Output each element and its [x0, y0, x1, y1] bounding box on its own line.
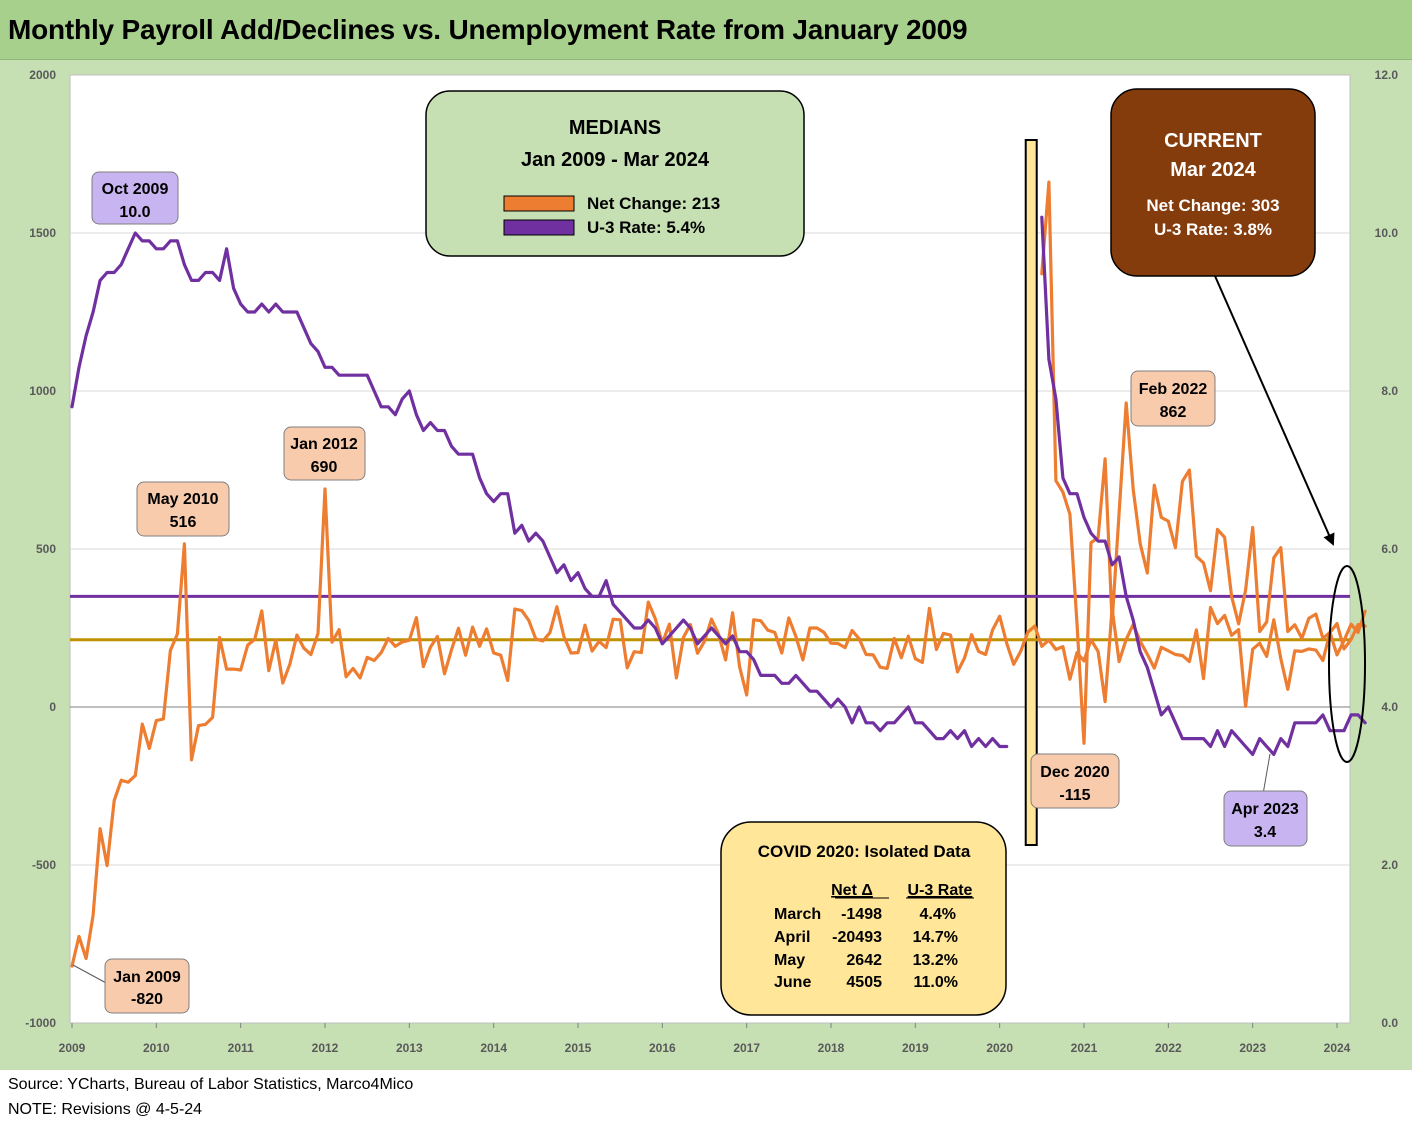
covid-row-rate: 14.7%	[913, 929, 958, 946]
current-u3-rate: U-3 Rate: 3.8%	[1154, 220, 1272, 239]
callout-jan-2009: Jan 2009 -820	[104, 958, 190, 1014]
covid-header-net: Net Δ	[831, 882, 873, 899]
x-tick-label: 2022	[1155, 1041, 1182, 1055]
left-tick-label: 500	[36, 542, 56, 556]
medians-heading: MEDIANS	[569, 117, 661, 139]
footer-source: Source: YCharts, Bureau of Labor Statist…	[8, 1076, 414, 1093]
left-tick-label: 0	[49, 700, 56, 714]
svg-text:-820: -820	[131, 991, 163, 1008]
callout-jan-2012: Jan 2012 690	[283, 426, 366, 481]
current-arrow	[1214, 275, 1335, 546]
covid-header-rate: U-3 Rate	[908, 882, 973, 899]
x-tick-label: 2017	[733, 1041, 760, 1055]
left-axis-ticks: 2000 1500 1000 500 0 -500 -1000	[25, 68, 56, 1030]
u3-rate-series-line-1	[1040, 215, 1367, 757]
medians-u3-swatch	[503, 219, 575, 236]
covid-row-net: -20493	[832, 929, 882, 946]
chart-title: Monthly Payroll Add/Declines vs. Unemplo…	[8, 14, 968, 45]
callout-apr-2023: Apr 2023 3.4	[1223, 790, 1308, 847]
jan-2009-leader	[72, 964, 109, 985]
x-tick-label: 2018	[818, 1041, 845, 1055]
medians-box: MEDIANS Jan 2009 - Mar 2024 Net Change: …	[425, 90, 805, 257]
svg-text:3.4: 3.4	[1254, 824, 1276, 841]
x-tick-label: 2010	[143, 1041, 170, 1055]
current-heading: CURRENT	[1164, 130, 1262, 152]
svg-text:862: 862	[1160, 404, 1187, 421]
left-tick-label: 1000	[29, 384, 56, 398]
x-axis-ticks: 2009 2010 2011 2012 2013 2014 2015 2016 2017 2018…	[59, 1023, 1351, 1055]
svg-text:Oct 2009: Oct 2009	[102, 181, 169, 198]
footer: Source: YCharts, Bureau of Labor Statist…	[0, 1070, 1412, 1126]
svg-text:-115: -115	[1059, 787, 1090, 804]
current-ellipse	[1328, 565, 1366, 763]
right-tick-label: 12.0	[1375, 68, 1399, 82]
callout-dec-2020: Dec 2020 -115	[1030, 753, 1120, 809]
svg-text:Dec 2020: Dec 2020	[1040, 764, 1109, 781]
x-tick-label: 2009	[59, 1041, 86, 1055]
svg-text:Apr 2023: Apr 2023	[1231, 801, 1299, 818]
x-tick-label: 2016	[649, 1041, 676, 1055]
x-tick-label: 2024	[1324, 1041, 1351, 1055]
svg-text:10.0: 10.0	[119, 204, 150, 221]
x-tick-label: 2019	[902, 1041, 929, 1055]
left-tick-label: -1000	[25, 1016, 56, 1030]
footer-note: NOTE: Revisions @ 4-5-24	[8, 1101, 203, 1118]
right-axis-ticks: 12.0 10.0 8.0 6.0 4.0 2.0 0.0	[1375, 68, 1399, 1030]
right-tick-label: 2.0	[1381, 858, 1398, 872]
current-net-change: Net Change: 303	[1146, 196, 1279, 215]
right-tick-label: 4.0	[1381, 700, 1398, 714]
callout-may-2010: May 2010 516	[136, 481, 230, 537]
current-box: CURRENT Mar 2024 Net Change: 303 U-3 Rat…	[1110, 88, 1316, 277]
x-tick-label: 2012	[312, 1041, 339, 1055]
current-period: Mar 2024	[1170, 159, 1256, 181]
series-lines	[70, 180, 1367, 968]
medians-net-swatch	[503, 195, 575, 212]
left-tick-label: 2000	[29, 68, 56, 82]
x-tick-label: 2023	[1239, 1041, 1266, 1055]
covid-row-month: May	[774, 952, 805, 969]
covid-row-rate: 13.2%	[913, 952, 958, 969]
covid-row-net: -1498	[841, 906, 882, 923]
covid-title: COVID 2020: Isolated Data	[758, 842, 971, 861]
chart-svg: 2000 1500 1000 500 0 -500 -1000 12.0 10.0 8.0 6.0…	[25, 68, 1399, 1055]
svg-text:Feb 2022: Feb 2022	[1139, 381, 1208, 398]
chart-area: 2000 1500 1000 500 0 -500 -1000 12.0 10.0 8.0 6.0…	[0, 60, 1412, 1070]
svg-text:690: 690	[311, 459, 338, 476]
x-tick-label: 2021	[1071, 1041, 1098, 1055]
covid-row-month: March	[774, 906, 821, 923]
svg-text:516: 516	[170, 514, 197, 531]
callout-oct-2009: Oct 2009 10.0	[91, 171, 179, 225]
medians-period: Jan 2009 - Mar 2024	[521, 149, 710, 171]
medians-u3-label: U-3 Rate: 5.4%	[587, 218, 705, 237]
svg-text:May 2010: May 2010	[147, 491, 218, 508]
covid-row-rate: 4.4%	[920, 906, 956, 923]
covid-row-net: 2642	[846, 952, 882, 969]
right-tick-label: 0.0	[1381, 1016, 1398, 1030]
x-tick-label: 2011	[228, 1041, 254, 1055]
covid-isolation-band	[1024, 139, 1038, 846]
covid-row-net: 4505	[846, 974, 882, 991]
covid-row-month: June	[774, 974, 811, 991]
right-tick-label: 6.0	[1381, 542, 1398, 556]
x-tick-label: 2014	[480, 1041, 507, 1055]
x-tick-label: 2020	[986, 1041, 1013, 1055]
left-tick-label: -500	[32, 858, 56, 872]
callout-feb-2022: Feb 2022 862	[1130, 370, 1216, 427]
right-tick-label: 8.0	[1381, 384, 1398, 398]
svg-text:Jan 2009: Jan 2009	[113, 969, 181, 986]
u3-rate-series-line-0	[70, 231, 1009, 749]
left-tick-label: 1500	[29, 226, 56, 240]
svg-text:Jan 2012: Jan 2012	[290, 436, 358, 453]
x-tick-label: 2015	[565, 1041, 592, 1055]
right-tick-label: 10.0	[1375, 226, 1399, 240]
medians-net-label: Net Change: 213	[587, 194, 720, 213]
covid-row-rate: 11.0%	[914, 974, 958, 991]
covid-band	[1024, 139, 1038, 846]
x-tick-label: 2013	[396, 1041, 423, 1055]
covid-box: COVID 2020: Isolated Data Net Δ U-3 Rate…	[720, 821, 1007, 1016]
title-bar: Monthly Payroll Add/Declines vs. Unemplo…	[0, 0, 1412, 60]
covid-row-month: April	[774, 929, 810, 946]
